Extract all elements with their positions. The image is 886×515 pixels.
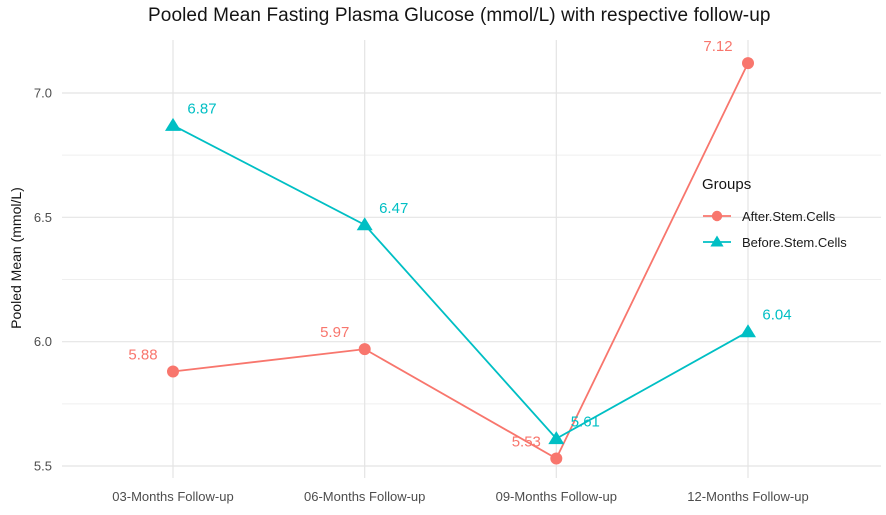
legend-title: Groups	[702, 176, 752, 193]
y-tick-label: 7.0	[34, 86, 52, 101]
chart-title: Pooled Mean Fasting Plasma Glucose (mmol…	[148, 5, 771, 26]
data-point-label: 5.61	[571, 414, 600, 431]
data-point-circle	[550, 452, 563, 465]
legend-key-point	[711, 210, 723, 222]
y-tick-label: 5.5	[34, 459, 52, 474]
data-point-circle	[358, 343, 371, 356]
x-tick-label: 09-Months Follow-up	[496, 489, 617, 504]
data-point-label: 6.04	[762, 307, 791, 324]
legend-label-before-stem-cells: Before.Stem.Cells	[742, 234, 847, 250]
legend-key-triangle-icon	[703, 235, 731, 247]
y-tick-label: 6.5	[34, 210, 52, 225]
legend-item-before-stem-cells: Before.Stem.Cells	[702, 229, 847, 255]
data-point-label: 7.12	[703, 38, 732, 55]
x-tick-label: 12-Months Follow-up	[687, 489, 808, 504]
legend-key-circle-icon	[703, 210, 731, 222]
data-point-label: 5.53	[512, 434, 541, 451]
legend-key-point	[710, 235, 724, 247]
data-point-triangle	[548, 431, 565, 445]
data-point-triangle	[740, 324, 756, 338]
data-point-label: 5.88	[128, 347, 157, 364]
data-point-label: 5.97	[320, 324, 349, 341]
series-line	[172, 124, 749, 440]
data-point-circle	[742, 57, 754, 70]
data-point-label: 6.87	[187, 100, 216, 117]
data-point-label: 6.47	[379, 200, 408, 217]
data-point-triangle	[356, 217, 373, 231]
series-line	[172, 62, 749, 460]
x-tick-label: 06-Months Follow-up	[304, 489, 425, 504]
legend-label-after-stem-cells: After.Stem.Cells	[742, 208, 836, 224]
legend: Groups After.Stem.Cells Before.Stem.Cell…	[702, 176, 847, 255]
y-tick-label: 6.0	[34, 334, 52, 349]
data-point-circle	[167, 365, 179, 378]
data-point-triangle	[165, 117, 181, 131]
x-tick-label: 03-Months Follow-up	[112, 489, 233, 504]
legend-item-after-stem-cells: After.Stem.Cells	[702, 203, 847, 229]
